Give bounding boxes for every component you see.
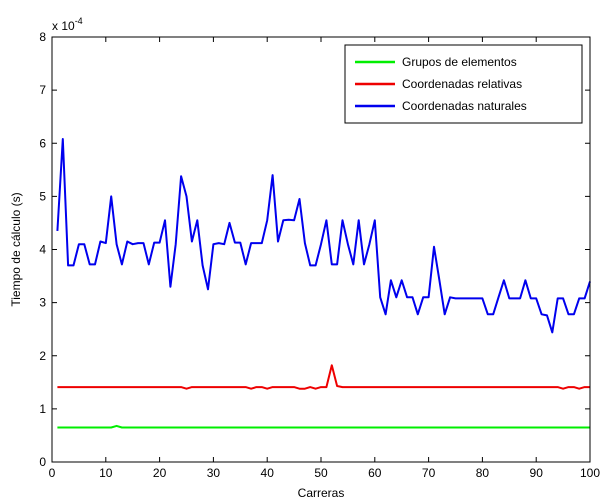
x-axis-label: Carreras (298, 486, 345, 500)
legend-label-2: Coordenadas relativas (402, 77, 522, 91)
x-tick-label: 0 (49, 466, 56, 480)
y-tick-label: 8 (39, 30, 46, 44)
legend: Grupos de elementos Coordenadas relativas… (344, 44, 583, 124)
series-line-3 (56, 138, 591, 334)
legend-label-3: Coordenadas naturales (402, 99, 527, 113)
x-tick-label: 100 (580, 466, 600, 480)
y-tick-label: 0 (39, 455, 46, 469)
x-tick-label: 40 (261, 466, 275, 480)
y-tick-label: 6 (39, 136, 46, 150)
x-tick-label: 20 (153, 466, 167, 480)
x-tick-label: 10 (99, 466, 113, 480)
x-tick-label: 50 (314, 466, 328, 480)
y-tick-label: 2 (39, 349, 46, 363)
ticks-layer: 0 10 20 30 40 50 60 70 80 90 100 0 1 2 3 4 5 6 7 8 (39, 30, 600, 480)
series-layer (56, 138, 591, 429)
x-tick-label: 90 (530, 466, 544, 480)
y-tick-label: 7 (39, 83, 46, 97)
y-tick-label: 5 (39, 189, 46, 203)
y-tick-label: 4 (39, 243, 46, 257)
y-axis-multiplier: x 10-4 (52, 16, 83, 33)
x-tick-label: 70 (422, 466, 436, 480)
y-multiplier-exponent: -4 (75, 16, 83, 26)
y-axis-label: Tiempo de cálculo (s) (9, 192, 23, 306)
y-multiplier-base: x 10 (52, 19, 75, 33)
x-tick-label: 60 (368, 466, 382, 480)
y-tick-label: 3 (39, 296, 46, 310)
series-line-1 (57, 424, 590, 429)
x-tick-label: 80 (476, 466, 490, 480)
x-tick-label: 30 (207, 466, 221, 480)
series-line-2 (57, 364, 590, 390)
legend-label-1: Grupos de elementos (402, 55, 517, 69)
plot-frame (51, 36, 591, 463)
y-tick-label: 1 (39, 402, 46, 416)
